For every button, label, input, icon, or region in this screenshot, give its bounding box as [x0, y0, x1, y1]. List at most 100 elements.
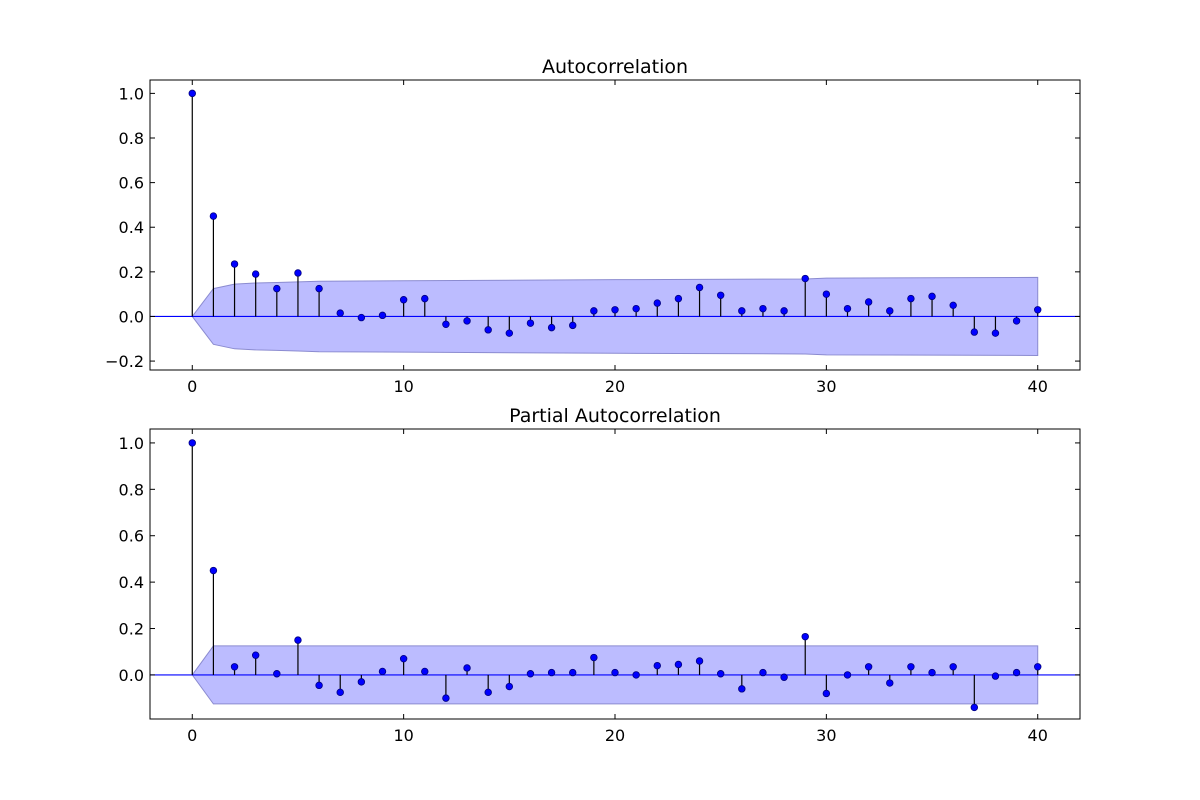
pacf-point-30: [822, 689, 831, 698]
acf-point-27: [759, 304, 767, 313]
pacf-point-28: [780, 673, 788, 681]
acf-xtick-label: 20: [605, 377, 625, 396]
pacf-point-14: [484, 688, 492, 697]
partial-autocorrelation-panel: Partial Autocorrelation 0 10 20 30 40 0.0 0.2 0…: [119, 405, 1081, 745]
pacf-point-17: [547, 668, 556, 677]
pacf-xtick-label: 20: [605, 726, 625, 745]
acf-point-13: [463, 317, 471, 325]
pacf-point-15: [505, 682, 514, 691]
acf-point-11: [421, 294, 429, 303]
pacf-point-1: [209, 566, 218, 575]
pacf-point-38: [991, 672, 1000, 680]
pacf-point-0: [188, 439, 196, 447]
acf-point-34: [907, 294, 915, 303]
pacf-point-2: [230, 663, 239, 671]
acf-point-14: [484, 326, 492, 334]
acf-point-12: [442, 320, 450, 328]
autocorrelation-panel: Autocorrelation 0 10 20 30 40 −0.2 0.0 0.2 0.4 0.…: [105, 56, 1081, 396]
acf-point-31: [843, 304, 852, 313]
pacf-point-37: [970, 703, 979, 712]
pacf-point-25: [716, 670, 725, 678]
acf-point-33: [886, 307, 894, 315]
acf-point-37: [970, 328, 979, 336]
acf-point-4: [273, 284, 281, 293]
acf-point-18: [569, 321, 577, 330]
acf-point-35: [928, 292, 936, 301]
acf-point-29: [801, 274, 809, 283]
pacf-ytick-label: 0.0: [119, 666, 144, 685]
acf-point-5: [294, 269, 302, 277]
pacf-point-6: [315, 681, 323, 690]
acf-point-32: [864, 298, 873, 306]
acf-xtick-label: 10: [393, 377, 413, 396]
acf-point-9: [378, 311, 387, 320]
pacf-point-8: [357, 678, 366, 686]
acf-point-0: [188, 89, 196, 98]
acf-ytick-label: −0.2: [105, 352, 144, 371]
pacf-point-27: [759, 668, 767, 677]
pacf-xtick-label: 0: [187, 726, 197, 745]
pacf-point-20: [611, 668, 619, 677]
pacf-point-29: [801, 632, 809, 641]
acf-point-1: [209, 212, 218, 220]
pacf-point-19: [590, 653, 598, 662]
pacf-point-34: [907, 663, 915, 671]
acf-point-10: [399, 296, 408, 304]
acf-point-39: [1012, 317, 1021, 325]
pacf-point-10: [399, 654, 408, 663]
pacf-ytick-label: 0.6: [119, 527, 144, 546]
acf-point-3: [251, 270, 260, 278]
pacf-point-3: [251, 651, 260, 659]
pacf-point-31: [843, 671, 852, 679]
acf-point-15: [505, 329, 514, 337]
acf-point-20: [611, 306, 619, 314]
acf-point-16: [526, 319, 535, 327]
pacf-ytick-label: 0.4: [119, 573, 144, 592]
autocorrelation-title: Autocorrelation: [542, 56, 688, 78]
pacf-point-16: [526, 670, 535, 678]
acf-point-7: [336, 309, 344, 317]
acf-xtick-label: 40: [1028, 377, 1048, 396]
acf-point-38: [991, 329, 1000, 337]
acf-point-23: [674, 294, 683, 303]
acf-point-28: [780, 307, 788, 315]
pacf-point-39: [1012, 668, 1021, 677]
acf-point-8: [357, 313, 366, 322]
pacf-point-24: [695, 657, 704, 665]
pacf-point-22: [653, 661, 661, 670]
acf-xtick-label: 0: [187, 377, 197, 396]
acf-point-36: [949, 301, 957, 310]
pacf-point-21: [632, 671, 640, 679]
pacf-point-7: [336, 688, 344, 697]
pacf-point-9: [378, 667, 387, 676]
acf-point-19: [590, 307, 598, 315]
pacf-point-11: [421, 667, 429, 676]
acf-point-25: [716, 291, 725, 299]
pacf-point-32: [864, 663, 873, 671]
pacf-point-26: [738, 685, 746, 693]
pacf-ytick-label: 0.2: [119, 620, 144, 639]
acf-point-2: [230, 260, 239, 268]
acf-point-24: [695, 283, 704, 292]
pacf-point-5: [294, 636, 302, 644]
pacf-xtick-label: 10: [393, 726, 413, 745]
pacf-point-12: [442, 694, 450, 702]
acf-ytick-label: 0.8: [119, 129, 144, 148]
pacf-point-13: [463, 664, 471, 672]
acf-ytick-label: 0.0: [119, 307, 144, 326]
acf-point-40: [1034, 306, 1042, 314]
acf-ytick-label: 0.6: [119, 174, 144, 193]
pacf-point-40: [1034, 663, 1042, 671]
pacf-ytick-label: 0.8: [119, 480, 144, 499]
pacf-point-23: [674, 660, 683, 669]
pacf-point-18: [569, 668, 577, 677]
pacf-point-33: [886, 679, 894, 687]
pacf-xtick-label: 40: [1028, 726, 1048, 745]
acf-ytick-label: 1.0: [119, 84, 144, 103]
acf-xtick-label: 30: [816, 377, 836, 396]
pacf-point-35: [928, 668, 936, 677]
partial-autocorrelation-title: Partial Autocorrelation: [509, 405, 721, 427]
pacf-xtick-label: 30: [816, 726, 836, 745]
acf-ytick-label: 0.2: [119, 263, 144, 282]
